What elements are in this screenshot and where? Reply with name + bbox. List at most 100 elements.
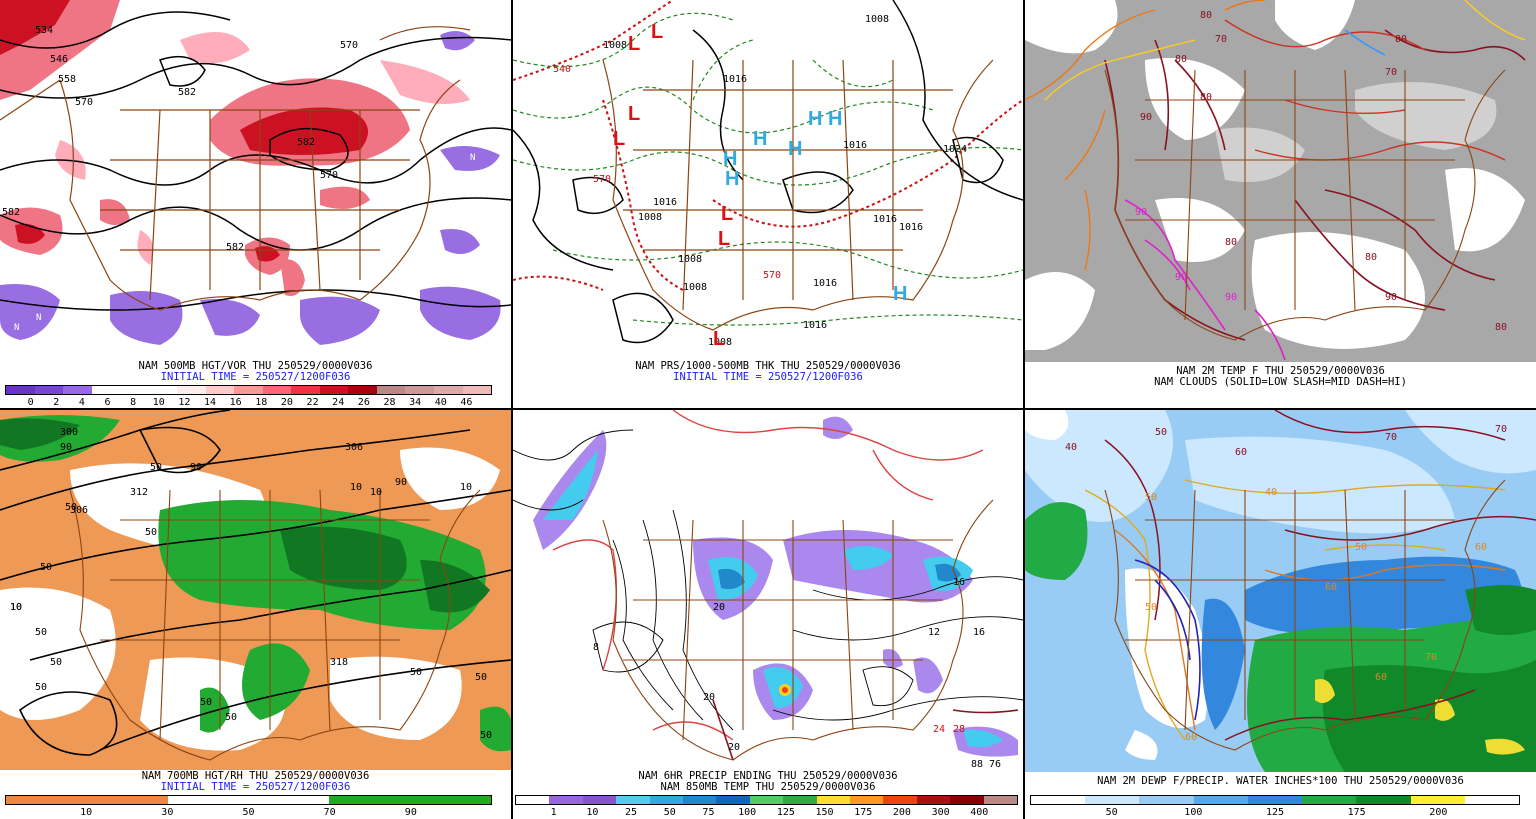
colorbar-swatch [1302,796,1357,804]
temp-850-label: 20 [703,692,715,703]
colorbar [5,385,492,395]
colorbar-tick-label: 200 [1429,807,1448,818]
colorbar-swatch [63,386,92,394]
colorbar-swatch [883,796,917,804]
hgt-label: 312 [130,487,148,498]
colorbar-ticks: 0 2 4 6 8 10 12 14 16 18 20 22 24 26 28 34 40 46 [5,397,492,408]
low-pressure-letter: L [613,128,625,150]
colorbar-tick-label: 400 [970,807,989,818]
rh-label: 90 [60,442,72,453]
panel-2m-dewpoint-pwat[interactable]: 40 50 60 70 70 50 60 40 50 60 70 60 50 6… [1025,410,1536,819]
colorbar [1030,795,1520,805]
colorbar-swatch [319,386,349,394]
temp-850-label: 12 [928,627,940,638]
contour-label: 582 [297,137,315,148]
rh-label: 10 [350,482,362,493]
temp-850-label: 16 [973,627,985,638]
marker-n: N [470,153,475,163]
contour-label: 534 [35,25,53,36]
colorbar-swatch [749,796,784,804]
colorbar-tick-label: 125 [1265,807,1285,818]
temp-label: 70 [1385,67,1397,78]
isobar-label: 1008 [603,40,627,51]
colorbar-tick-label: 10 [152,397,165,408]
panel-2m-temp-clouds[interactable]: 80 70 80 90 80 80 80 90 80 70 80 90 90 9… [1025,0,1536,408]
dewpoint-label: 40 [1265,487,1277,498]
colorbar-swatch [205,386,235,394]
high-pressure-letter: H [723,148,737,170]
panel-500mb-hgt-vor[interactable]: 534 546 558 570 582 570 582 570 582 582 … [0,0,511,408]
marker-n: N [455,128,460,138]
dewpoint-label: 60 [1185,732,1197,743]
colorbar-swatch [91,386,121,394]
colorbar-swatch [405,386,434,394]
temp-850-label: 20 [728,742,740,753]
high-pressure-letter: H [725,168,739,190]
isobar-label: 1016 [803,320,827,331]
temp-label: 80 [1200,92,1212,103]
isobar-label: 1016 [813,278,837,289]
temp-label: 90 [1175,272,1187,283]
rh-label: 10 [370,487,382,498]
high-pressure-letter: H [753,128,767,150]
isobar-label: 1016 [723,74,747,85]
map-2m-temp-clouds: 80 70 80 90 80 80 80 90 80 70 80 90 90 9… [1025,0,1536,362]
colorbar [515,795,1018,805]
low-pressure-letter: L [721,203,733,225]
dewpoint-label: 50 [1145,492,1157,503]
panel-subtitle: INITIAL TIME = 250527/1200F036 [673,371,863,383]
rh-label: 50 [475,672,487,683]
colorbar-swatch [376,386,406,394]
temp-label: 80 [1495,322,1507,333]
panel-700mb-hgt-rh[interactable]: 50 90 50 10 50 10 90 50 10 50 312 306 30… [0,410,511,819]
colorbar-swatch [410,796,491,804]
dewpoint-label: 40 [1065,442,1077,453]
high-pressure-letter: H [808,108,822,130]
colorbar-tick-label: 1 [550,807,557,818]
colorbar-swatch [262,386,292,394]
temp-label: 90 [1225,292,1237,303]
panel-6hr-precip-850mb-temp[interactable]: 20 16 12 20 8 16 20 88 76 24 28 NAM 6HR … [513,410,1023,819]
colorbar-swatch [120,386,149,394]
marker-n: N [36,313,41,323]
colorbar-tick-label: 28 [383,397,396,408]
colorbar-ticks: 50 100 125 175 200 [1030,807,1520,819]
map-500mb-vorticity: 534 546 558 570 582 570 582 570 582 582 … [0,0,511,360]
contour-label: 570 [320,170,338,181]
panel-title: NAM 500MB HGT/VOR THU 250529/0000V036 [138,360,373,372]
dewpoint-label: 70 [1385,432,1397,443]
isobar-label: 1016 [899,222,923,233]
colorbar-swatch [148,386,178,394]
panel-prs-thickness[interactable]: 1008 1016 1008 1016 1024 1016 1008 1008 … [513,0,1023,408]
colorbar-tick-label: 14 [204,397,217,408]
colorbar-swatch [348,386,377,394]
colorbar-swatch [177,386,206,394]
colorbar-tick-label: 200 [892,807,911,818]
colorbar-swatch [1464,796,1519,804]
temp-label: 90 [1135,207,1147,218]
colorbar-tick-label: 300 [931,807,950,818]
temp-850-label: 28 [953,724,965,735]
high-pressure-letter: H [828,108,842,130]
temp-850-label: 24 [933,724,945,735]
rh-label: 50 [410,667,422,678]
colorbar-tick-label: 50 [663,807,676,818]
rh-label: 10 [10,602,22,613]
colorbar-swatch [516,796,550,804]
colorbar [5,795,492,805]
panel-title: NAM PRS/1000-500MB THK THU 250529/0000V0… [635,360,901,372]
rh-label: 90 [190,462,202,473]
colorbar-tick-label: 175 [1347,807,1366,818]
colorbar-ticks: 10 30 50 70 90 [5,807,492,819]
colorbar-tick-label: 40 [434,397,447,408]
panel-title: NAM 700MB HGT/RH THU 250529/0000V036 [141,770,370,782]
colorbar-swatch [582,796,617,804]
colorbar-swatch [86,796,168,804]
temp-label: 80 [1395,34,1407,45]
isobar-label: 1016 [843,140,867,151]
rh-label: 50 [480,730,492,741]
temp-850-label: 20 [713,602,725,613]
colorbar-swatch [983,796,1018,804]
colorbar-tick-label: 50 [1105,807,1118,818]
